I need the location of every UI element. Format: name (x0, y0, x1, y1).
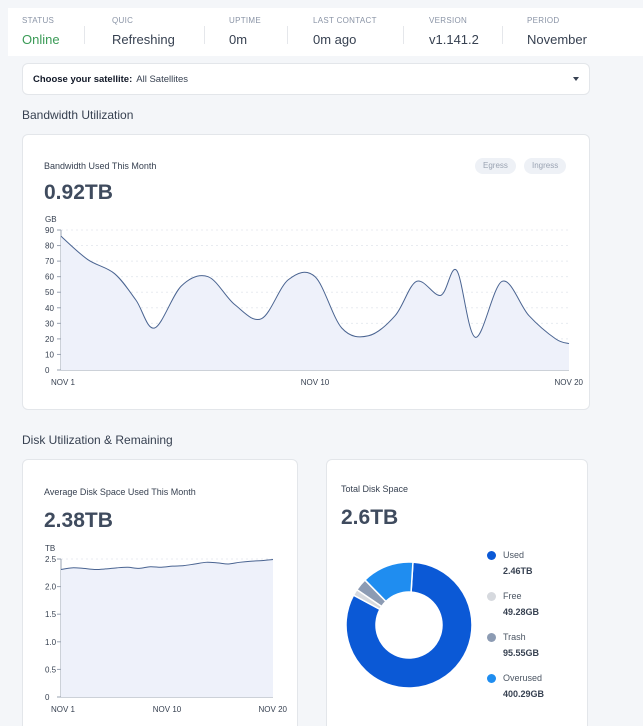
status-item-period: PERIOD November (527, 16, 587, 47)
y-axis-unit-label: GB (45, 215, 57, 224)
y-tick-label: 20 (45, 335, 54, 344)
y-tick-label: 0 (45, 693, 50, 702)
y-tick-label: 0 (45, 366, 50, 375)
y-axis-unit-label: TB (45, 544, 55, 553)
y-tick-label: 70 (45, 257, 54, 266)
satellite-select[interactable]: Choose your satellite: All Satellites (22, 63, 590, 95)
bandwidth-chart: GB 0 10 20 30 40 50 60 70 80 90 NOV 1 NOV 10 NOV 20 (45, 215, 584, 387)
status-label: STATUS (22, 16, 55, 25)
y-tick-label: 1.0 (45, 638, 57, 647)
status-item-version: VERSION v1.141.2 (429, 16, 479, 47)
x-tick-label: NOV 10 (153, 705, 182, 714)
disk-avg-value: 2.38TB (44, 509, 113, 532)
bandwidth-section-title: Bandwidth Utilization (22, 108, 134, 122)
y-tick-label: 50 (45, 288, 54, 297)
disk-avg-card-title: Average Disk Space Used This Month (44, 487, 196, 497)
y-tick-label: 80 (45, 242, 54, 251)
legend-free-value: 49.28GB (503, 607, 540, 617)
legend-used-dot (487, 551, 496, 560)
area-fill (61, 236, 569, 370)
legend-used-value: 2.46TB (503, 566, 533, 576)
divider (403, 26, 404, 44)
version-value: v1.141.2 (429, 32, 479, 47)
series-line (60, 559, 274, 571)
status-bar: STATUS Online QUIC Refreshing UPTIME 0m … (8, 8, 643, 56)
last-contact-label: LAST CONTACT (313, 16, 377, 25)
bandwidth-value: 0.92TB (44, 181, 113, 204)
legend-free-dot (487, 592, 496, 601)
chevron-down-icon (573, 77, 579, 81)
legend-free-name: Free (503, 591, 522, 601)
status-item-status: STATUS Online (22, 16, 60, 47)
y-tick-label: 10 (45, 350, 54, 359)
series-line (60, 235, 570, 345)
disk-avg-card: Average Disk Space Used This Month 2.38T… (22, 459, 298, 726)
y-tick-label: 40 (45, 304, 54, 313)
y-tick-label: 2.5 (45, 555, 57, 564)
quic-label: QUIC (112, 16, 134, 25)
period-value: November (527, 32, 587, 47)
x-tick-label: NOV 10 (301, 378, 330, 387)
legend-used-name: Used (503, 550, 525, 560)
total-disk-donut-chart (345, 561, 473, 689)
period-label: PERIOD (527, 16, 560, 25)
uptime-value: 0m (229, 32, 248, 47)
disk-section-title: Disk Utilization & Remaining (22, 433, 173, 447)
status-item-quic: QUIC Refreshing (112, 16, 175, 47)
satellite-select-label: Choose your satellite: (33, 73, 133, 85)
total-disk-card-title: Total Disk Space (341, 484, 409, 494)
y-tick-label: 1.5 (45, 610, 57, 619)
divider (84, 26, 85, 44)
legend-overused-name: Overused (503, 673, 543, 683)
last-contact-value: 0m ago (313, 32, 357, 47)
status-item-uptime: UPTIME 0m (229, 16, 261, 47)
status-value: Online (22, 32, 60, 47)
y-tick-label: 90 (45, 226, 54, 235)
area-fill (61, 559, 273, 697)
bandwidth-card-title: Bandwidth Used This Month (44, 161, 157, 171)
x-tick-label: NOV 1 (51, 705, 76, 714)
uptime-label: UPTIME (229, 16, 262, 25)
y-tick-label: 30 (45, 319, 54, 328)
total-disk-value: 2.6TB (341, 506, 399, 529)
egress-toggle[interactable]: Egress (475, 158, 516, 174)
donut-slice-used (345, 561, 473, 689)
y-tick-label: 60 (45, 273, 54, 282)
x-tick-label: NOV 1 (51, 378, 76, 387)
bandwidth-card: Bandwidth Used This Month 0.92TB Egress … (22, 134, 590, 410)
divider (287, 26, 288, 44)
quic-value: Refreshing (112, 32, 175, 47)
x-tick-label: NOV 20 (555, 378, 584, 387)
legend-overused-value: 400.29GB (503, 689, 545, 699)
legend-overused-dot (487, 674, 496, 683)
ingress-toggle[interactable]: Ingress (524, 158, 567, 174)
y-tick-label: 0.5 (45, 665, 57, 674)
legend-trash-value: 95.55GB (503, 648, 540, 658)
divider (204, 26, 205, 44)
divider (502, 26, 503, 44)
satellite-select-value: All Satellites (136, 73, 188, 85)
legend-trash-dot (487, 633, 496, 642)
donut-slice-overused (363, 561, 414, 603)
x-tick-label: NOV 20 (259, 705, 288, 714)
status-item-last-contact: LAST CONTACT 0m ago (313, 16, 377, 47)
legend-trash-name: Trash (503, 632, 526, 642)
y-tick-label: 2.0 (45, 583, 57, 592)
disk-avg-chart: TB 0 0.5 1.0 1.5 2.0 2.5 NOV 1 NOV 10 NOV 20 (45, 544, 288, 714)
version-label: VERSION (429, 16, 468, 25)
total-disk-card: Total Disk Space 2.6TB Used 2.46TB Free … (326, 459, 588, 726)
